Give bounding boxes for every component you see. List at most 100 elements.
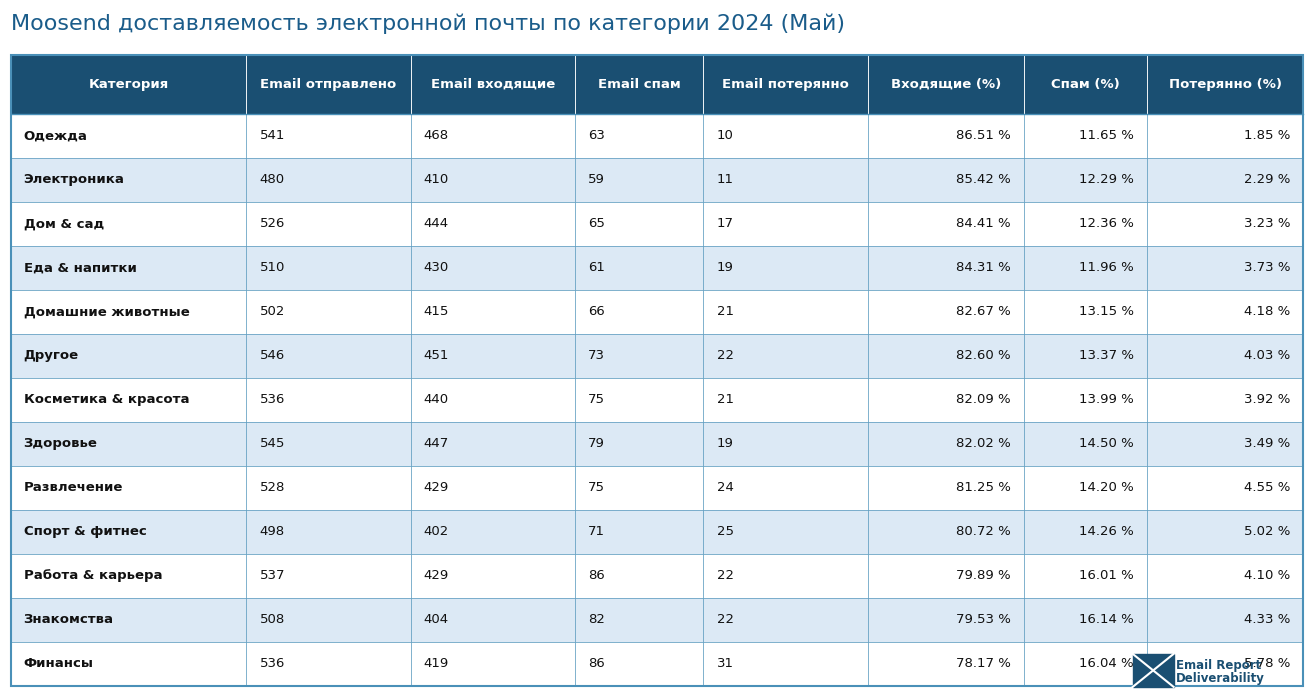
Bar [246,333,410,378]
Text: 444: 444 [423,217,449,230]
Text: 419: 419 [423,657,449,670]
Bar [246,510,410,553]
Bar [574,333,703,378]
Bar [1147,422,1303,466]
Text: 4.33 %: 4.33 % [1244,613,1290,626]
Text: Косметика & красота: Косметика & красота [24,393,189,406]
Text: 429: 429 [423,569,449,582]
Bar [1147,202,1303,246]
Bar [867,114,1024,158]
Text: 528: 528 [259,481,285,494]
Text: 404: 404 [423,613,449,626]
Bar [246,641,410,686]
Bar [574,114,703,158]
Text: 82.60 %: 82.60 % [957,349,1010,362]
Text: 1.85 %: 1.85 % [1244,130,1290,142]
Text: 5.78 %: 5.78 % [1244,657,1290,670]
Text: 71: 71 [587,525,604,538]
Text: 4.10 %: 4.10 % [1244,569,1290,582]
Bar [574,289,703,333]
Text: 508: 508 [259,613,285,626]
Bar [867,289,1024,333]
Bar [574,158,703,202]
Text: 5.02 %: 5.02 % [1244,525,1290,538]
Bar [1024,246,1147,289]
Text: 25: 25 [716,525,733,538]
Text: 14.26 %: 14.26 % [1079,525,1134,538]
Bar [703,158,867,202]
Bar [11,378,246,422]
Text: 84.31 %: 84.31 % [957,261,1010,274]
Bar [1147,55,1303,114]
Bar [574,466,703,510]
Text: 22: 22 [716,569,733,582]
Text: 84.41 %: 84.41 % [957,217,1010,230]
Bar [11,202,246,246]
Text: Потерянно (%): Потерянно (%) [1169,78,1282,91]
Bar [1024,158,1147,202]
Bar [1024,202,1147,246]
Text: 2.29 %: 2.29 % [1244,173,1290,186]
Text: 17: 17 [716,217,733,230]
Text: 82.02 %: 82.02 % [957,437,1010,450]
Text: 430: 430 [423,261,449,274]
Text: 63: 63 [587,130,604,142]
Text: 480: 480 [259,173,285,186]
Text: 13.15 %: 13.15 % [1079,305,1134,318]
Text: 3.73 %: 3.73 % [1244,261,1290,274]
Bar [11,597,246,641]
Bar [867,55,1024,114]
Text: 22: 22 [716,613,733,626]
Text: Deliverability: Deliverability [1176,672,1264,685]
Bar [703,333,867,378]
Text: 75: 75 [587,481,604,494]
Bar [1147,289,1303,333]
Text: 537: 537 [259,569,285,582]
Bar [410,289,574,333]
Bar [703,510,867,553]
Text: Email отправлено: Email отправлено [260,78,397,91]
Bar [246,378,410,422]
Text: Email входящие: Email входящие [431,78,555,91]
Text: 14.50 %: 14.50 % [1079,437,1134,450]
Text: 4.55 %: 4.55 % [1244,481,1290,494]
Bar [1147,158,1303,202]
Bar [1147,333,1303,378]
Text: 536: 536 [259,657,285,670]
Bar [246,597,410,641]
Bar [574,510,703,553]
Bar [410,55,574,114]
Bar [410,597,574,641]
Bar [410,553,574,597]
Text: 541: 541 [259,130,285,142]
Bar [867,466,1024,510]
Text: 440: 440 [423,393,449,406]
Bar [246,246,410,289]
Text: 79.53 %: 79.53 % [957,613,1010,626]
Text: 86.51 %: 86.51 % [957,130,1010,142]
Text: Email спам: Email спам [598,78,681,91]
Bar [703,466,867,510]
Text: Спам (%): Спам (%) [1051,78,1120,91]
Text: Другое: Другое [24,349,79,362]
Text: 19: 19 [716,437,733,450]
Text: 536: 536 [259,393,285,406]
Bar [1147,641,1303,686]
Bar [11,553,246,597]
Bar [1147,114,1303,158]
Bar [11,422,246,466]
Bar [410,114,574,158]
Text: 21: 21 [716,393,733,406]
Text: Работа & карьера: Работа & карьера [24,569,162,582]
Text: 402: 402 [423,525,449,538]
Bar [1024,553,1147,597]
Bar [410,246,574,289]
Text: Email потерянно: Email потерянно [723,78,849,91]
Bar [1024,641,1147,686]
Bar [867,597,1024,641]
Bar [703,553,867,597]
Text: 447: 447 [423,437,449,450]
Text: 66: 66 [587,305,604,318]
Text: 31: 31 [716,657,733,670]
Bar [11,55,246,114]
